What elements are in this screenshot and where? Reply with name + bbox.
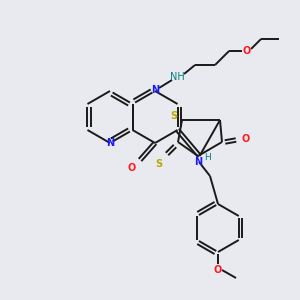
Text: O: O: [128, 163, 136, 173]
Text: O: O: [242, 134, 250, 144]
Text: N: N: [194, 157, 202, 167]
Text: S: S: [170, 111, 178, 121]
Text: NH: NH: [170, 72, 184, 82]
Text: O: O: [214, 265, 222, 275]
Text: N: N: [106, 138, 114, 148]
Text: N: N: [151, 85, 159, 95]
Text: O: O: [243, 46, 251, 56]
Text: H: H: [204, 152, 211, 161]
Text: S: S: [155, 159, 163, 169]
